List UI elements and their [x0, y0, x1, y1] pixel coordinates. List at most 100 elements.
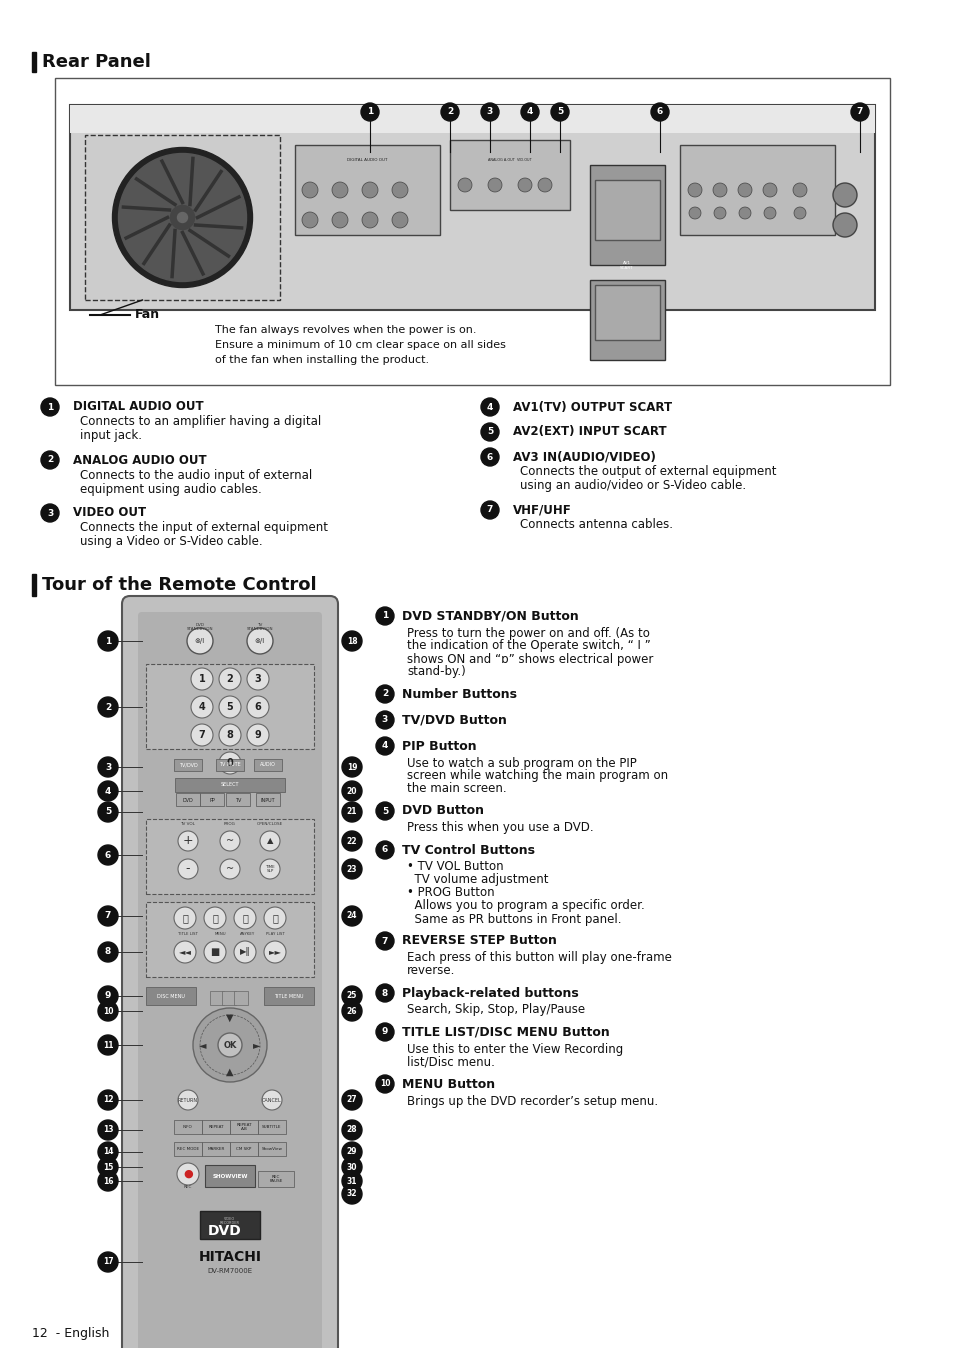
Circle shape — [341, 1120, 361, 1140]
Bar — [202, 1142, 230, 1157]
Circle shape — [341, 780, 361, 801]
Circle shape — [480, 102, 498, 121]
Text: 28: 28 — [346, 1126, 357, 1135]
Circle shape — [375, 984, 394, 1002]
Text: 5: 5 — [227, 702, 233, 712]
Circle shape — [375, 802, 394, 820]
Text: Use this to enter the View Recording: Use this to enter the View Recording — [407, 1042, 622, 1055]
Text: REPEAT
A.B: REPEAT A.B — [236, 1123, 252, 1131]
Circle shape — [392, 182, 408, 198]
Circle shape — [204, 941, 226, 962]
Bar — [230, 1142, 257, 1157]
Text: of the fan when installing the product.: of the fan when installing the product. — [214, 355, 429, 365]
Text: 9: 9 — [254, 731, 261, 740]
Bar — [200, 793, 224, 806]
Circle shape — [687, 183, 701, 197]
Circle shape — [341, 1091, 361, 1109]
Circle shape — [341, 906, 361, 926]
Text: Ensure a minimum of 10 cm clear space on all sides: Ensure a minimum of 10 cm clear space on… — [214, 340, 505, 350]
Circle shape — [112, 147, 253, 287]
Circle shape — [762, 183, 776, 197]
Bar — [589, 280, 664, 360]
Bar — [230, 1120, 257, 1134]
Text: ◄◄: ◄◄ — [178, 948, 192, 957]
Text: 16: 16 — [103, 1177, 113, 1185]
Text: stand-by.): stand-by.) — [407, 666, 465, 678]
Text: ~: ~ — [226, 836, 233, 847]
Text: TV
STANDBY/ON: TV STANDBY/ON — [247, 623, 273, 631]
Circle shape — [177, 213, 188, 222]
Text: Playback-related buttons: Playback-related buttons — [401, 987, 578, 999]
Bar — [205, 1165, 254, 1188]
Circle shape — [98, 758, 118, 776]
Circle shape — [98, 985, 118, 1006]
Text: 15: 15 — [103, 1162, 113, 1171]
Text: 21: 21 — [346, 807, 356, 817]
Text: using a Video or S-Video cable.: using a Video or S-Video cable. — [80, 535, 262, 549]
Circle shape — [41, 398, 59, 417]
Circle shape — [98, 1002, 118, 1020]
Text: AV1(TV) OUTPUT SCART: AV1(TV) OUTPUT SCART — [513, 400, 672, 414]
Text: 9: 9 — [381, 1027, 388, 1037]
Circle shape — [341, 859, 361, 879]
Text: 5: 5 — [105, 807, 111, 817]
Circle shape — [98, 1142, 118, 1162]
Text: TITLE LIST/DISC MENU Button: TITLE LIST/DISC MENU Button — [401, 1026, 609, 1038]
Text: 27: 27 — [346, 1096, 357, 1104]
Text: TV/DVD: TV/DVD — [178, 763, 197, 767]
Text: Connects the output of external equipment: Connects the output of external equipmen… — [519, 465, 776, 479]
Circle shape — [375, 841, 394, 859]
Bar — [233, 991, 248, 1006]
Text: ANALOG A.OUT  VID.OUT: ANALOG A.OUT VID.OUT — [488, 158, 531, 162]
Text: ⏮: ⏮ — [182, 913, 188, 923]
Circle shape — [650, 102, 668, 121]
Circle shape — [341, 1171, 361, 1192]
Text: 18: 18 — [346, 636, 357, 646]
Text: MARKER: MARKER — [207, 1147, 225, 1151]
Text: 25: 25 — [347, 992, 356, 1000]
Text: Allows you to program a specific order.: Allows you to program a specific order. — [407, 899, 644, 913]
Text: DVD Button: DVD Button — [401, 805, 483, 817]
Text: ANYKEY: ANYKEY — [240, 931, 255, 936]
Text: DIGITAL AUDIO OUT: DIGITAL AUDIO OUT — [346, 158, 387, 162]
Text: DVD: DVD — [182, 798, 193, 802]
Text: 11: 11 — [103, 1041, 113, 1050]
Circle shape — [98, 631, 118, 651]
Text: 7: 7 — [486, 506, 493, 515]
Circle shape — [98, 1120, 118, 1140]
Text: ShowView: ShowView — [261, 1147, 282, 1151]
Bar — [257, 1171, 294, 1188]
Text: 7: 7 — [198, 731, 205, 740]
Text: 20: 20 — [346, 786, 356, 795]
Text: 3: 3 — [381, 716, 388, 724]
Bar — [257, 1142, 286, 1157]
Circle shape — [375, 710, 394, 729]
Bar — [146, 987, 195, 1006]
Circle shape — [341, 758, 361, 776]
Circle shape — [480, 423, 498, 441]
Circle shape — [392, 212, 408, 228]
Circle shape — [98, 845, 118, 865]
Text: ⏪: ⏪ — [212, 913, 217, 923]
Text: 12  - English: 12 - English — [32, 1326, 110, 1340]
Circle shape — [264, 941, 286, 962]
Text: 4: 4 — [526, 108, 533, 116]
Text: the main screen.: the main screen. — [407, 782, 506, 795]
Bar — [70, 105, 874, 133]
FancyBboxPatch shape — [138, 612, 322, 1348]
Text: Connects antenna cables.: Connects antenna cables. — [519, 519, 672, 531]
Text: 23: 23 — [346, 864, 356, 874]
Circle shape — [193, 1008, 267, 1082]
Circle shape — [361, 182, 377, 198]
Text: the indication of the Operate switch, “ I ”: the indication of the Operate switch, “ … — [407, 639, 650, 652]
Text: 7: 7 — [856, 108, 862, 116]
Circle shape — [332, 182, 348, 198]
Text: HITACHI: HITACHI — [198, 1250, 261, 1264]
Text: VIDEO
RECORDER: VIDEO RECORDER — [220, 1217, 240, 1225]
Text: Number Buttons: Number Buttons — [401, 687, 517, 701]
Text: 32: 32 — [346, 1189, 356, 1198]
Text: RETURN: RETURN — [178, 1097, 198, 1103]
Text: 17: 17 — [103, 1258, 113, 1267]
Bar — [146, 820, 314, 894]
Text: ⊗/I: ⊗/I — [254, 638, 265, 644]
